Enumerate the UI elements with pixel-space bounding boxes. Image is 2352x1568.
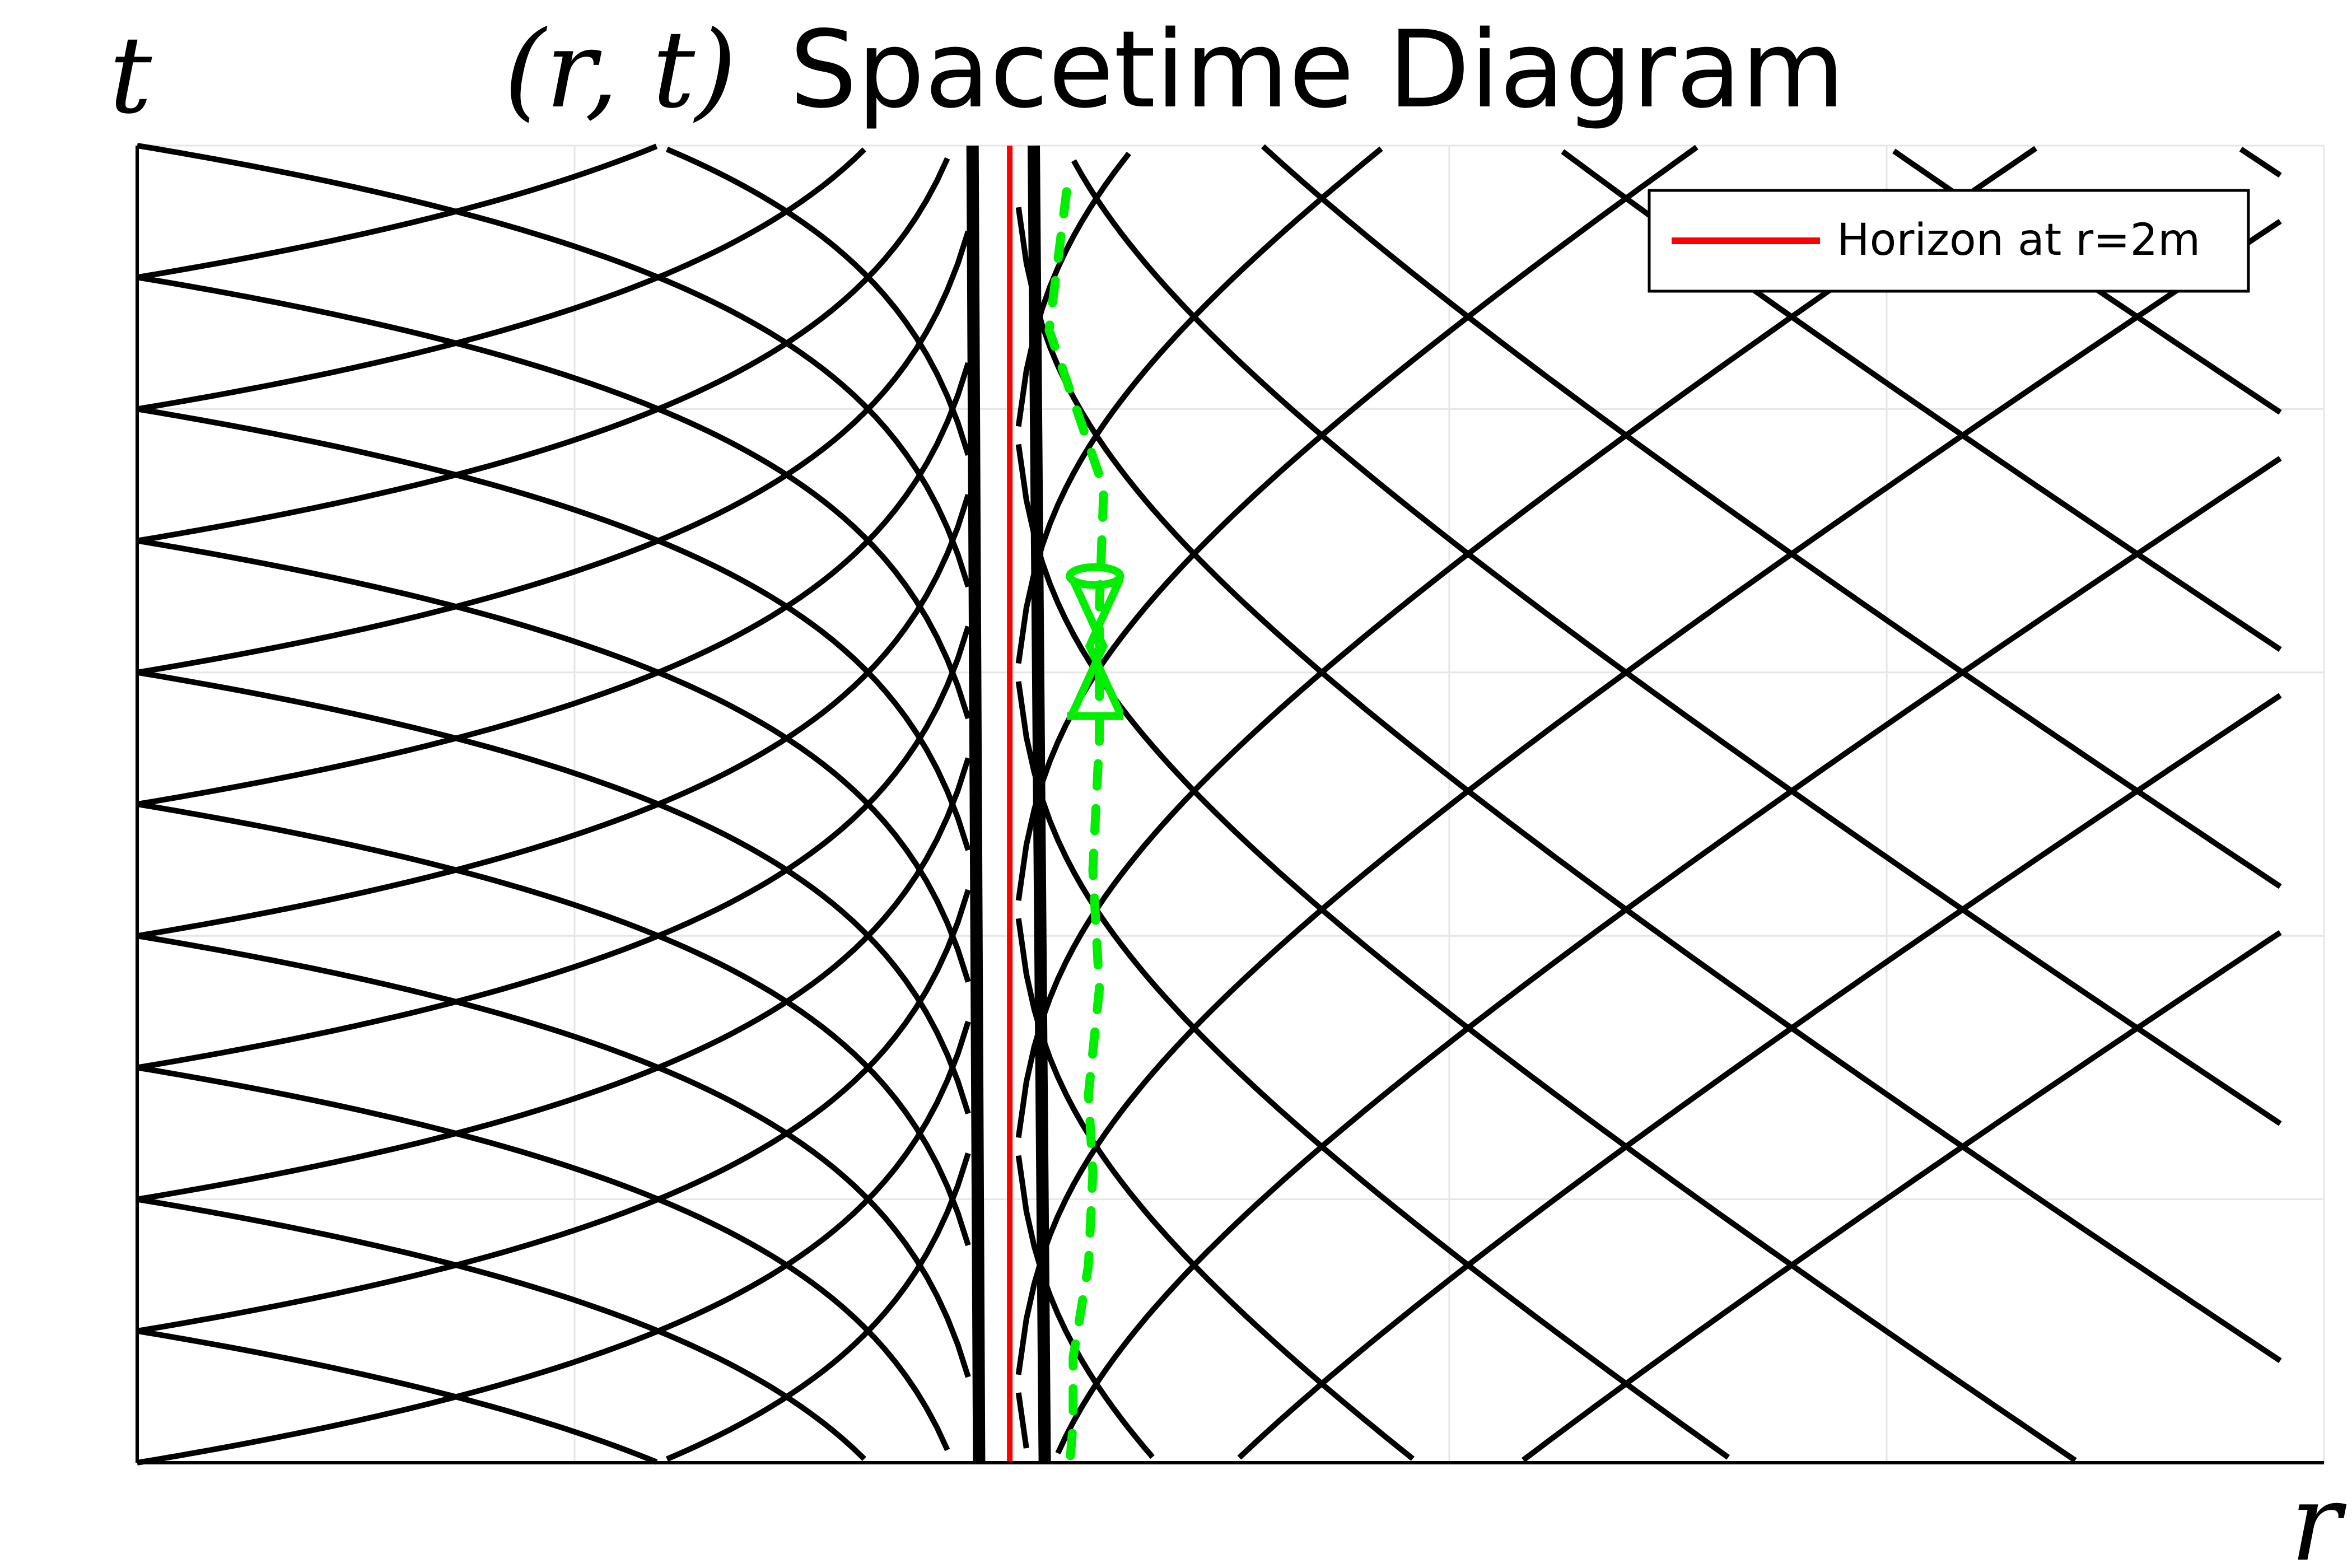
- interior-geodesic-outgoing: [137, 157, 950, 544]
- near-horizon-geodesic: [1028, 145, 1051, 1463]
- exterior-geodesic-outgoing: [1237, 693, 2282, 1460]
- interior-geodesic-ingoing: [137, 669, 971, 1115]
- interior-geodesic-outgoing: [137, 626, 971, 1071]
- interior-geodesic-outgoing: [137, 143, 658, 281]
- axes: [136, 146, 2324, 1464]
- interior-geodesic-outgoing: [137, 147, 866, 412]
- exterior-geodesic-ingoing: [1015, 918, 1415, 1461]
- exterior-geodesic-outgoing: [1521, 930, 2282, 1463]
- exterior-geodesic-outgoing: [1015, 218, 2282, 1375]
- null-geodesics: [137, 143, 2282, 1466]
- interior-geodesic-outgoing: [137, 362, 971, 807]
- interior-geodesic-ingoing: [666, 146, 971, 456]
- light-cone-top: [1066, 563, 1124, 589]
- interior-geodesic-outgoing: [137, 493, 971, 939]
- exterior-geodesic-ingoing: [1261, 144, 2282, 889]
- interior-geodesic-outgoing: [666, 1152, 971, 1462]
- exterior-geodesic-ingoing: [1015, 207, 2282, 1363]
- exterior-geodesic-ingoing: [1015, 681, 1730, 1460]
- title-math: (r, t): [504, 8, 736, 132]
- legend-horizon-label: Horizon at r=2m: [1837, 215, 2200, 265]
- interior-geodesic-ingoing: [137, 1196, 866, 1461]
- exterior-geodesic-outgoing: [1055, 456, 2282, 1455]
- observer-worldline: [1044, 187, 1109, 1481]
- x-axis-label: r: [2290, 1461, 2347, 1568]
- exterior-geodesic-ingoing: [2239, 147, 2282, 178]
- interior-geodesic-ingoing: [137, 406, 971, 851]
- interior-geodesic-outgoing: [137, 757, 971, 1202]
- exterior-geodesic-ingoing: [1071, 159, 2282, 1126]
- exterior-geodesic-ingoing: [1015, 1392, 1029, 1449]
- chart-title: Spacetime Diagram: [790, 8, 1845, 132]
- legend: Horizon at r=2m: [1648, 189, 2250, 293]
- interior-geodesic-ingoing: [137, 801, 971, 1247]
- interior-geodesic-ingoing: [137, 143, 971, 588]
- interior-geodesic-ingoing: [137, 274, 971, 720]
- interior-geodesic-ingoing: [137, 1065, 950, 1452]
- exterior-geodesic-ingoing: [1015, 444, 2077, 1463]
- interior-geodesic-outgoing: [137, 230, 971, 675]
- interior-geodesic-outgoing: [137, 1020, 971, 1466]
- interior-geodesic-ingoing: [137, 1328, 658, 1465]
- interior-geodesic-ingoing: [137, 933, 971, 1378]
- interior-geodesic-outgoing: [137, 889, 971, 1334]
- special-curves: [966, 145, 1124, 1481]
- interior-geodesic-ingoing: [137, 538, 971, 983]
- near-horizon-geodesic: [966, 145, 986, 1463]
- exterior-geodesic-outgoing: [1015, 144, 1698, 901]
- y-axis-label: t: [109, 13, 152, 137]
- light-cone: [1069, 577, 1124, 715]
